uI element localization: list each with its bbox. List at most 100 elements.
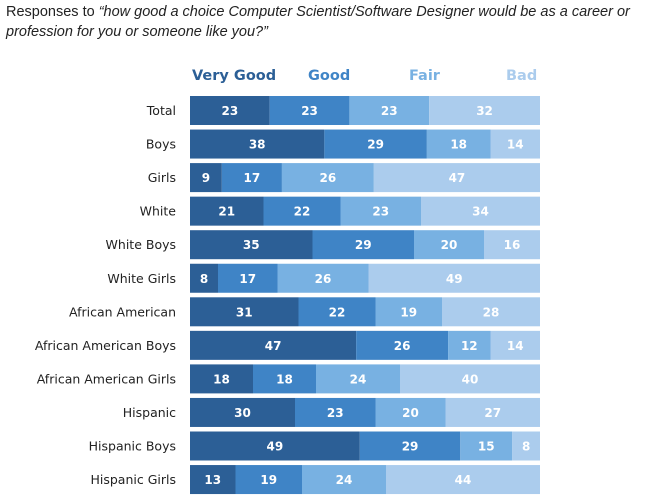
data-label: 19 [260,473,277,487]
data-label: 35 [243,238,260,252]
legend-bad: Bad [506,68,538,84]
data-label: 23 [221,104,238,118]
bar-segment-bad [442,297,540,327]
data-label: 27 [484,406,501,420]
bar-segment-bad [373,163,540,193]
bar-row: African American Boys 47 26 12 14 [35,330,540,360]
bar-segment-fair [281,163,374,193]
bar-row: White 21 22 23 34 [140,196,540,226]
bar-segment-good [295,397,376,427]
category-label: Boys [146,137,176,152]
category-label: Hispanic Girls [90,472,176,487]
bar-row: Hispanic 30 23 20 27 [123,397,540,427]
data-label: 8 [200,272,208,286]
bar-segment-good [218,263,278,293]
category-label: African American [69,304,176,319]
bar-segment-very-good [190,431,360,461]
bar-segment-bad [421,196,540,226]
bar-segment-fair [340,196,421,226]
data-label: 18 [213,372,230,386]
bar-segment-bad [490,330,540,360]
category-label: White Boys [106,237,176,252]
bar-segment-fair [277,263,369,293]
category-label: African American Girls [37,371,176,386]
data-label: 26 [394,339,411,353]
bar-segment-bad [400,364,540,394]
bar-segment-good [263,196,341,226]
data-label: 24 [350,372,367,386]
category-label: Hispanic Boys [89,439,176,454]
data-label: 24 [336,473,353,487]
data-label: 30 [234,406,251,420]
bar-row: Hispanic Boys 49 29 15 8 [89,431,540,461]
bar-segment-bad [490,129,540,159]
bar-row: Boys 38 29 18 14 [146,129,540,159]
bar-row: Total 23 23 23 32 [146,96,540,125]
bar-segment-good [356,330,449,360]
bar-segment-bad [429,96,540,125]
bar-row: White Girls 8 17 26 49 [107,263,540,293]
bar-segment-bad [512,431,540,461]
data-label: 21 [218,205,235,219]
category-label: White Girls [107,271,176,286]
bar-segment-very-good [190,465,236,495]
data-label: 13 [204,473,221,487]
data-label: 34 [472,205,489,219]
data-label: 19 [400,305,417,319]
title-question: “how good a choice Computer Scientist/So… [6,4,630,40]
data-label: 49 [267,440,284,454]
bar-segment-very-good [190,129,325,159]
bar-segment-good [269,96,350,125]
legend-good: Good [308,68,351,84]
data-label: 29 [355,238,372,252]
data-label: 44 [455,473,472,487]
bar-row: Girls 9 17 26 47 [148,163,540,193]
bar-segment-very-good [190,364,253,394]
bar-segment-good [221,163,282,193]
data-label: 14 [507,339,524,353]
data-label: 17 [244,171,261,185]
bar-segment-good [253,364,316,394]
bar-segment-good [298,297,376,327]
data-label: 29 [402,440,419,454]
data-label: 23 [301,104,318,118]
bar-row: Hispanic Girls 13 19 24 44 [90,465,540,495]
data-label: 22 [329,305,346,319]
data-label: 20 [441,238,458,252]
bar-segment-fair [426,129,491,159]
bar-segment-fair [460,431,513,461]
bar-segment-bad [484,230,540,260]
bar-segment-fair [316,364,400,394]
data-label: 8 [522,440,530,454]
bar-row: African American 31 22 19 28 [69,297,540,327]
data-label: 18 [450,138,467,152]
bar-segment-fair [448,330,491,360]
data-label: 23 [327,406,344,420]
bar-segment-very-good [190,96,270,125]
bar-segment-good [359,431,461,461]
category-label: African American Boys [35,338,176,353]
data-label: 38 [249,138,266,152]
bar-segment-fair [375,397,446,427]
bar-segment-bad [368,263,540,293]
data-label: 47 [265,339,282,353]
legend-very-good: Very Good [192,68,277,84]
data-label: 31 [236,305,253,319]
data-label: 49 [446,272,463,286]
data-label: 47 [449,171,466,185]
title-prefix: Responses to [6,4,99,20]
bar-segment-very-good [190,297,299,327]
bar-row: African American Girls 18 18 24 40 [37,364,540,394]
data-label: 22 [294,205,311,219]
bar-segment-bad [386,465,540,495]
data-label: 9 [202,171,210,185]
bar-segment-bad [445,397,540,427]
data-label: 20 [402,406,419,420]
bar-segment-very-good [190,163,222,193]
data-label: 32 [476,104,493,118]
category-label: White [140,204,177,219]
category-label: Girls [148,170,176,185]
data-label: 28 [483,305,500,319]
data-label: 16 [504,238,521,252]
